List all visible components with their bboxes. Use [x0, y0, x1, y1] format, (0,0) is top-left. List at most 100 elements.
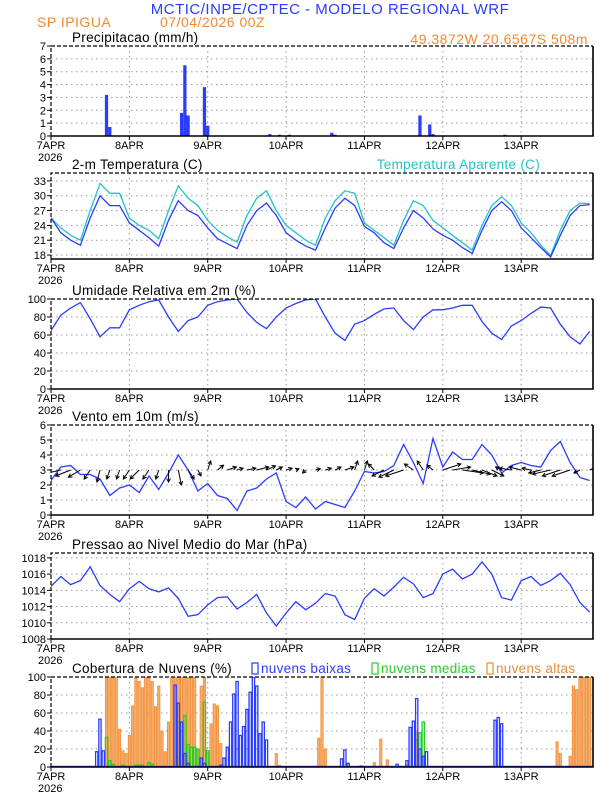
wind-arrowhead: [264, 465, 270, 471]
cloud-bar-nuvens-altas: [147, 677, 151, 767]
wind-vector: [325, 467, 332, 471]
wind-arrowhead: [354, 460, 359, 466]
legend-swatch: [371, 662, 379, 675]
wind-arrowhead: [232, 465, 238, 471]
cloud-bar-nuvens-altas: [140, 687, 144, 767]
cloud-bar-nuvens-altas: [137, 681, 141, 767]
cloud-bar-nuvens-baixas: [222, 757, 226, 767]
series-line-pressure: [51, 560, 591, 628]
wind-vector: [217, 464, 224, 471]
y-tick-label: 24: [34, 220, 46, 232]
cloud-bar-nuvens-medias: [192, 746, 197, 767]
wind-vector: [55, 469, 71, 477]
x-tick-label: 13APR: [504, 263, 539, 275]
x-tick-label: 11APR: [347, 393, 381, 405]
plot-frame: [51, 425, 594, 516]
wind-vector: [106, 469, 111, 480]
cloud-bar-nuvens-altas: [219, 743, 223, 767]
wind-vector: [442, 463, 461, 471]
wind-vector: [378, 469, 395, 478]
marks: [104, 65, 507, 136]
x-tick-label: 7APR: [37, 771, 66, 783]
y-tick-label: 1: [40, 495, 46, 507]
wind-vector: [207, 460, 212, 471]
x-tick-label: 9APR: [193, 263, 222, 275]
y-tick-label: 60: [34, 708, 46, 720]
series-line-temp: [51, 182, 590, 257]
cloud-bar-nuvens-baixas: [251, 677, 256, 767]
wind-arrowhead: [219, 464, 225, 470]
wind-vector: [177, 469, 182, 486]
cloud-bar-nuvens-baixas: [254, 685, 259, 767]
wind-arrowhead: [499, 472, 505, 477]
y-tick-label: 33: [34, 176, 46, 188]
y-tick-label: 5: [40, 435, 46, 447]
wind-arrowhead: [551, 472, 557, 478]
wind-arrowhead: [54, 472, 60, 477]
cloud-bar-nuvens-baixas: [202, 762, 207, 767]
y-tick-label: 20: [34, 744, 46, 756]
x-tick-label: 8APR: [115, 519, 144, 531]
x-tick-label: 8APR: [115, 393, 144, 405]
panel-clouds: Cobertura de Nuvens (%) 0 20 40 60 80 100 7APR 8…: [28, 661, 594, 792]
y-tick-label: 27: [34, 206, 46, 218]
cloud-bar-nuvens-baixas: [94, 751, 99, 767]
wind-vector: [187, 469, 195, 480]
x-tick-label: 13APR: [504, 519, 539, 531]
x-tick-label: 8APR: [115, 643, 144, 655]
wind-vector: [285, 467, 293, 471]
wind-arrowhead: [337, 466, 342, 471]
wind-vector: [51, 469, 61, 473]
series-line-temp: [51, 194, 590, 259]
cloud-bar-nuvens-altas: [584, 677, 589, 767]
cloud-bar-nuvens-altas: [114, 677, 118, 767]
y-tick-label: 1016: [22, 569, 46, 581]
cloud-bar-nuvens-altas: [571, 685, 575, 767]
wind-vector: [472, 469, 491, 475]
cloud-bar-nuvens-baixas: [424, 751, 429, 767]
cloud-bar-nuvens-altas: [578, 677, 582, 767]
wind-vector: [573, 469, 581, 474]
panel-title: Pressao ao Nivel Medio do Mar (hPa): [72, 537, 308, 552]
wind-arrowhead: [129, 475, 135, 480]
x-tick-label: 9APR: [193, 393, 222, 405]
precip-bar: [330, 132, 334, 136]
legend-label: nuvens altas: [496, 661, 575, 676]
x-tick-label: 9APR: [193, 519, 222, 531]
station-location: 49.3872W 20.6567S 508m: [410, 31, 588, 47]
cloud-bar-nuvens-altas: [189, 677, 193, 767]
cloud-bar-nuvens-altas: [568, 755, 572, 767]
cloud-bar-nuvens-baixas: [493, 719, 497, 767]
y-tick-label: 21: [34, 235, 46, 247]
wind-vector: [266, 465, 276, 471]
marks: [51, 182, 590, 259]
station-name: SP IPIGUA: [37, 14, 111, 30]
wind-vector: [551, 469, 571, 477]
y-tick-label: 7: [40, 41, 46, 53]
wind-vector: [122, 469, 130, 480]
wind-arrowhead: [33, 471, 37, 475]
cloud-bar-nuvens-altas: [372, 762, 376, 767]
x-tick-label: 8APR: [115, 263, 144, 275]
wind-arrowhead: [67, 473, 73, 478]
cloud-bar-nuvens-baixas: [496, 716, 501, 767]
wind-vector: [276, 466, 283, 471]
cloud-bar-nuvens-baixas: [421, 755, 425, 767]
cloud-bar-nuvens-altas: [186, 677, 190, 767]
y-tick-label: 1010: [22, 618, 46, 630]
wind-arrowhead: [371, 472, 377, 477]
x-tick-label: 11APR: [347, 643, 381, 655]
cloud-bar-nuvens-medias: [202, 701, 207, 767]
wind-vector: [499, 467, 512, 471]
wind-arrowhead: [520, 466, 526, 472]
x-year-label: 2026: [38, 655, 62, 667]
x-year-label: 2026: [38, 531, 62, 543]
cloud-bar-nuvens-baixas: [232, 693, 236, 767]
y-tick-label: 3: [40, 92, 46, 104]
wind-vector: [363, 460, 368, 471]
x-tick-label: 9APR: [193, 140, 222, 152]
cloud-bar-nuvens-altas: [215, 705, 220, 767]
panel-pressure: Pressao ao Nivel Medio do Mar (hPa) 1008 1…: [22, 537, 594, 667]
cloud-bar-nuvens-medias: [421, 721, 425, 767]
